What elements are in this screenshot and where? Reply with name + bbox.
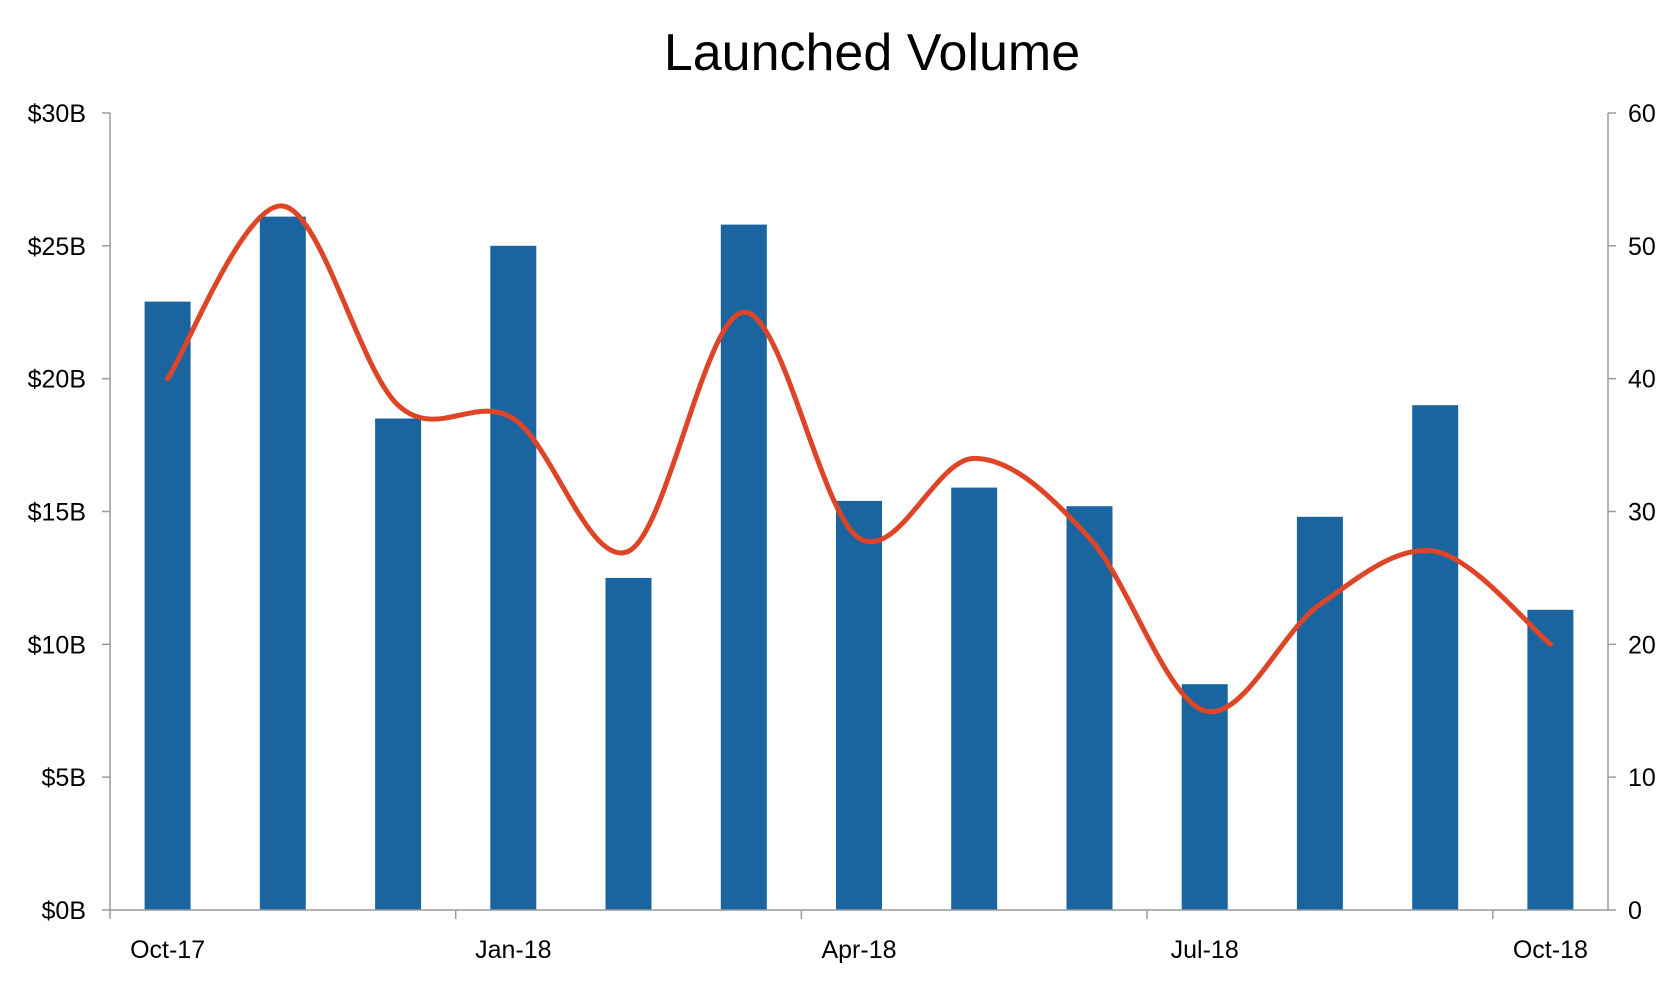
right-axis-tick-label: 10 [1628,764,1656,792]
left-axis-tick-label: $20B [28,366,86,394]
bar-2018-06 [1066,506,1113,910]
bar-2018-02 [605,577,652,910]
bar-2018-09 [1412,405,1459,910]
bar-series [144,216,1574,911]
x-axis-tick-label: Oct-17 [130,936,205,964]
chart-title: Launched Volume [664,24,1080,82]
right-axis-tick-label: 50 [1628,233,1656,261]
left-axis-tick-label: $0B [42,897,86,925]
x-axis-tick-label: Oct-18 [1513,936,1588,964]
bar-2017-11 [259,216,306,911]
bar-2018-08 [1296,516,1343,910]
bar-2017-10 [144,301,191,911]
left-axis-tick-label: $30B [28,100,86,128]
left-axis-tick-label: $5B [42,764,86,792]
x-axis-tick-label: Jan-18 [475,936,551,964]
bar-2018-01 [490,245,537,911]
right-axis-tick-label: 30 [1628,499,1656,527]
left-axis-tick-label: $10B [28,631,86,659]
right-axis-tick-label: 20 [1628,631,1656,659]
bar-2017-12 [375,418,422,910]
right-axis-tick-label: 40 [1628,366,1656,394]
right-axis-tick-label: 0 [1628,897,1642,925]
line-series [165,203,1553,715]
bar-2018-07 [1181,684,1228,910]
right-axis-tick-label: 60 [1628,100,1656,128]
bar-2018-04 [836,500,882,910]
bar-2018-10 [1527,609,1574,910]
x-axis-tick-label: Jul-18 [1171,936,1239,964]
left-axis-tick-label: $15B [28,499,86,527]
x-axis-tick-label: Apr-18 [821,936,896,964]
bar-2018-05 [951,487,998,910]
bar-2018-03 [720,224,767,911]
axes: $0B $5B $10B $15B $20B $25B $30B 0 10 20 30 40 50 60 O… [28,100,1656,964]
left-axis-tick-label: $25B [28,233,86,261]
line-series-path [165,203,1553,715]
